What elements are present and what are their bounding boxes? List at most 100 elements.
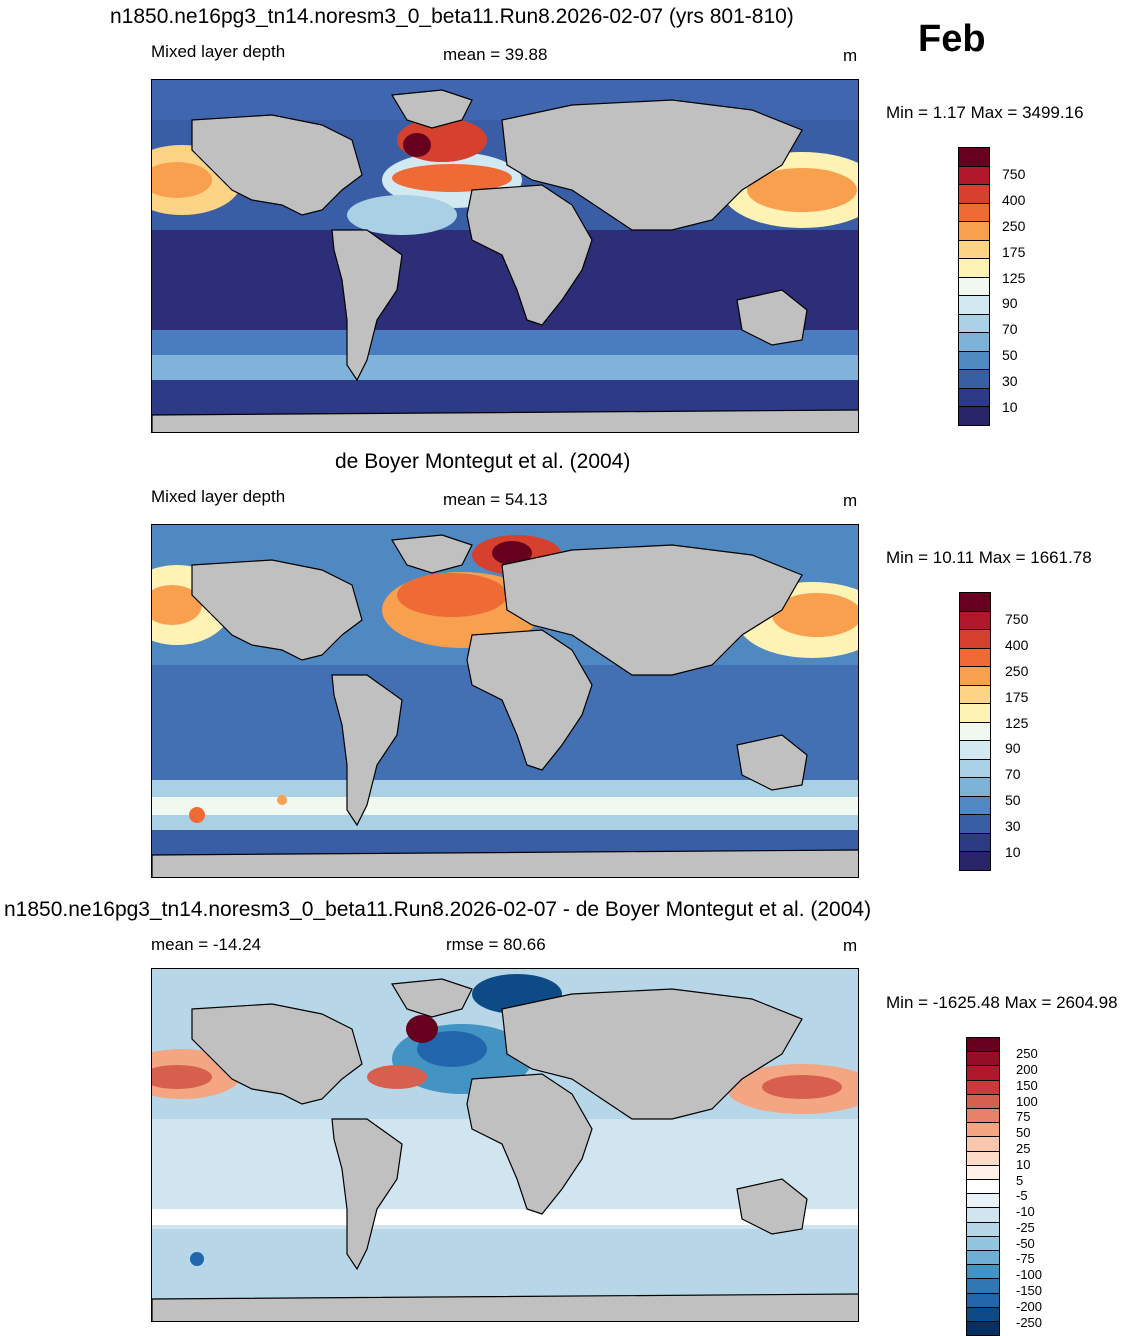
colorbar-swatch (959, 684, 991, 704)
colorbar-swatch (958, 258, 990, 278)
colorbar-label: 250 (1002, 217, 1026, 234)
panel-3-title: n1850.ne16pg3_tn14.noresm3_0_beta11.Run8… (4, 898, 872, 921)
panel-3-mean-label: mean = -14.24 (151, 935, 262, 954)
colorbar-swatch (959, 814, 991, 834)
colorbar-label: -50 (1016, 1235, 1035, 1251)
colorbar-swatch (959, 666, 991, 686)
colorbar-swatch (966, 1179, 1000, 1195)
colorbar-label: -100 (1016, 1267, 1043, 1283)
colorbar-swatch (959, 832, 991, 852)
colorbar-label: -5 (1016, 1188, 1028, 1204)
colorbar-label: -10 (1016, 1204, 1035, 1220)
panel-1-units: m (843, 46, 858, 65)
colorbar-label: 125 (1005, 714, 1029, 731)
colorbar-swatch (966, 1193, 1000, 1209)
colorbar-swatch (959, 703, 991, 723)
colorbar-swatch (958, 165, 990, 185)
panel-3-rmse-label: rmse = 80.66 (446, 935, 546, 954)
colorbar-swatch (958, 332, 990, 352)
colorbar-label: 250 (1016, 1046, 1038, 1062)
colorbar-swatch (958, 184, 990, 204)
panel-2-mean-label: mean = 54.13 (443, 490, 548, 509)
colorbar-label: 175 (1002, 243, 1026, 260)
colorbar-swatch (959, 851, 991, 871)
colorbar-label: 100 (1016, 1093, 1038, 1109)
panel-2-map-graphic (152, 525, 858, 877)
colorbar-label: 175 (1005, 688, 1029, 705)
panel-1-map-graphic (152, 80, 858, 432)
colorbar-swatch (966, 1065, 1000, 1081)
colorbar-label: 90 (1005, 740, 1021, 757)
colorbar-swatch (966, 1079, 1000, 1095)
panel-3-units: m (843, 936, 858, 955)
colorbar-swatch (966, 1164, 1000, 1180)
colorbar-label: 250 (1005, 662, 1029, 679)
panel-1-minmax: Min = 1.17 Max = 3499.16 (886, 103, 1084, 122)
colorbar-label: -150 (1016, 1282, 1043, 1298)
colorbar-swatch (958, 239, 990, 259)
panel-3-map (151, 968, 859, 1322)
colorbar-swatch (966, 1136, 1000, 1152)
colorbar-label: 125 (1002, 269, 1026, 286)
colorbar-label: 50 (1002, 347, 1018, 364)
colorbar-label: 50 (1016, 1125, 1031, 1141)
colorbar-swatch (966, 1278, 1000, 1294)
colorbar-swatch (958, 276, 990, 296)
colorbar-label: 10 (1016, 1156, 1031, 1172)
colorbar-label: -200 (1016, 1298, 1043, 1314)
colorbar-swatch (966, 1292, 1000, 1308)
colorbar-swatch (958, 147, 990, 167)
colorbar-swatch (958, 387, 990, 407)
panel-2-minmax: Min = 10.11 Max = 1661.78 (886, 548, 1092, 567)
colorbar-swatch (966, 1207, 1000, 1223)
colorbar-swatch (966, 1150, 1000, 1166)
colorbar-swatch (966, 1108, 1000, 1124)
colorbar-label: 400 (1002, 191, 1026, 208)
colorbar-label: 30 (1005, 818, 1021, 835)
colorbar-swatch (959, 740, 991, 760)
colorbar-swatch (958, 202, 990, 222)
panel-1-map (151, 79, 859, 433)
colorbar-label: 750 (1005, 610, 1029, 627)
colorbar-label: 200 (1016, 1062, 1038, 1078)
panel-2-map (151, 524, 859, 878)
colorbar-swatch (959, 795, 991, 815)
panel-1-variable-label: Mixed layer depth (151, 42, 286, 61)
panel-1-title: n1850.ne16pg3_tn14.noresm3_0_beta11.Run8… (110, 5, 794, 28)
colorbar-swatch (958, 350, 990, 370)
colorbar-swatch (966, 1221, 1000, 1237)
colorbar-swatch (966, 1235, 1000, 1251)
colorbar-swatch (958, 221, 990, 241)
colorbar-label: 70 (1005, 766, 1021, 783)
colorbar-label: 25 (1016, 1140, 1031, 1156)
colorbar-swatch (959, 592, 991, 612)
colorbar-swatch (966, 1306, 1000, 1322)
colorbar-swatch (959, 721, 991, 741)
colorbar-swatch (966, 1051, 1000, 1067)
colorbar-label: 90 (1002, 295, 1018, 312)
panel-3-minmax: Min = -1625.48 Max = 2604.98 (886, 993, 1118, 1012)
colorbar-swatch (958, 406, 990, 426)
panel-2-title: de Boyer Montegut et al. (2004) (335, 450, 631, 473)
colorbar-swatch (959, 647, 991, 667)
colorbar-label: 150 (1016, 1077, 1038, 1093)
colorbar-swatch (966, 1250, 1000, 1266)
panel-3-map-graphic (152, 969, 858, 1321)
colorbar-swatch (959, 758, 991, 778)
colorbar-label: 5 (1016, 1172, 1024, 1188)
colorbar-label: 750 (1002, 165, 1026, 182)
colorbar-swatch (966, 1264, 1000, 1280)
colorbar-label: -250 (1016, 1314, 1043, 1330)
colorbar-label: 10 (1005, 844, 1021, 860)
colorbar-swatch (958, 369, 990, 389)
colorbar-label: -75 (1016, 1251, 1035, 1267)
colorbar-swatch (959, 629, 991, 649)
colorbar-label: 30 (1002, 373, 1018, 390)
colorbar-swatch (966, 1122, 1000, 1138)
colorbar-label: 10 (1002, 399, 1018, 415)
panel-2-units: m (843, 491, 858, 510)
panel-2-variable-label: Mixed layer depth (151, 487, 286, 506)
colorbar-swatch (966, 1093, 1000, 1109)
colorbar-swatch (958, 313, 990, 333)
colorbar-swatch (959, 610, 991, 630)
